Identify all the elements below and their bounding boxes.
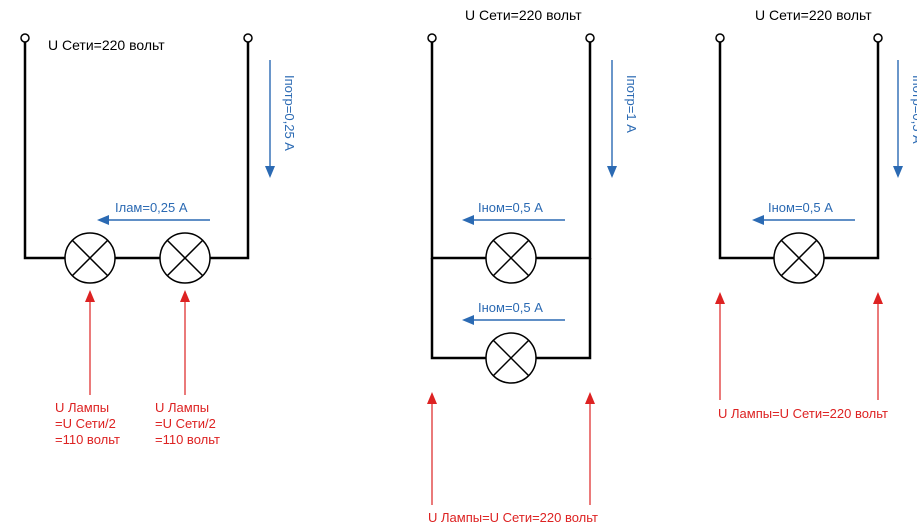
terminal-icon [874, 34, 882, 42]
lamp-icon [65, 233, 115, 283]
wire [536, 42, 590, 258]
wire [210, 42, 248, 258]
lamp-icon [486, 233, 536, 283]
terminal-icon [586, 34, 594, 42]
u-lamp-arrow-right [585, 392, 595, 505]
u-lamp-1-line0: U Лампы [55, 400, 109, 415]
title-2: U Сети=220 вольт [465, 7, 582, 23]
i-nom-arrow: Iном=0,5 А [752, 200, 855, 225]
u-lamp-label-3: U Лампы=U Сети=220 вольт [718, 406, 888, 421]
terminal-icon [244, 34, 252, 42]
circuit-single: U Сети=220 вольт Iпотр=0,5 А Iном=0,5 А … [715, 7, 917, 421]
i-potr-label: Iпотр=0,5 А [910, 75, 917, 144]
u-lamp-arrow-left [427, 392, 437, 505]
u-lamp-2-line2: =110 вольт [155, 432, 220, 447]
u-lamp-2-line0: U Лампы [155, 400, 209, 415]
i-nom-arrow-top: Iном=0,5 А [462, 200, 565, 225]
u-lamp-1-line1: =U Сети/2 [55, 416, 116, 431]
terminal-icon [428, 34, 436, 42]
wire [824, 42, 878, 258]
i-lamp-arrow: Iлам=0,25 А [97, 200, 210, 225]
u-lamp-arrow-left [715, 292, 725, 400]
u-lamp-2-line1: =U Сети/2 [155, 416, 216, 431]
i-nom-label: Iном=0,5 А [768, 200, 833, 215]
title-1: U Сети=220 вольт [48, 37, 165, 53]
lamp-icon [486, 333, 536, 383]
wire [25, 42, 65, 258]
lamp-icon [774, 233, 824, 283]
i-nom-arrow-bot: Iном=0,5 А [462, 300, 565, 325]
i-nom-label: Iном=0,5 А [478, 200, 543, 215]
u-lamp-label-2: U Лампы=U Сети=220 вольт [428, 510, 598, 525]
wire [432, 42, 486, 258]
wire [720, 42, 774, 258]
circuit-diagram-canvas: U Сети=220 вольт Iпотр=0,25 А Iлам=0,25 … [0, 0, 917, 532]
terminal-icon [21, 34, 29, 42]
circuit-series: U Сети=220 вольт Iпотр=0,25 А Iлам=0,25 … [21, 34, 297, 447]
u-lamp-arrow-1 [85, 290, 95, 395]
lamp-icon [160, 233, 210, 283]
circuit-parallel: U Сети=220 вольт Iпотр=1 А Iном=0,5 А Iн… [427, 7, 639, 525]
i-potr-arrow: Iпотр=0,5 А [893, 60, 917, 178]
i-potr-label: Iпотр=0,25 А [282, 75, 297, 151]
u-lamp-arrow-right [873, 292, 883, 400]
i-potr-arrow: Iпотр=1 А [607, 60, 639, 178]
title-3: U Сети=220 вольт [755, 7, 872, 23]
u-lamp-arrow-2 [180, 290, 190, 395]
i-lamp-label: Iлам=0,25 А [115, 200, 188, 215]
wire [536, 258, 590, 358]
u-lamp-1-line2: =110 вольт [55, 432, 120, 447]
i-nom-label-2: Iном=0,5 А [478, 300, 543, 315]
i-potr-arrow: Iпотр=0,25 А [265, 60, 297, 178]
i-potr-label: Iпотр=1 А [624, 75, 639, 133]
terminal-icon [716, 34, 724, 42]
